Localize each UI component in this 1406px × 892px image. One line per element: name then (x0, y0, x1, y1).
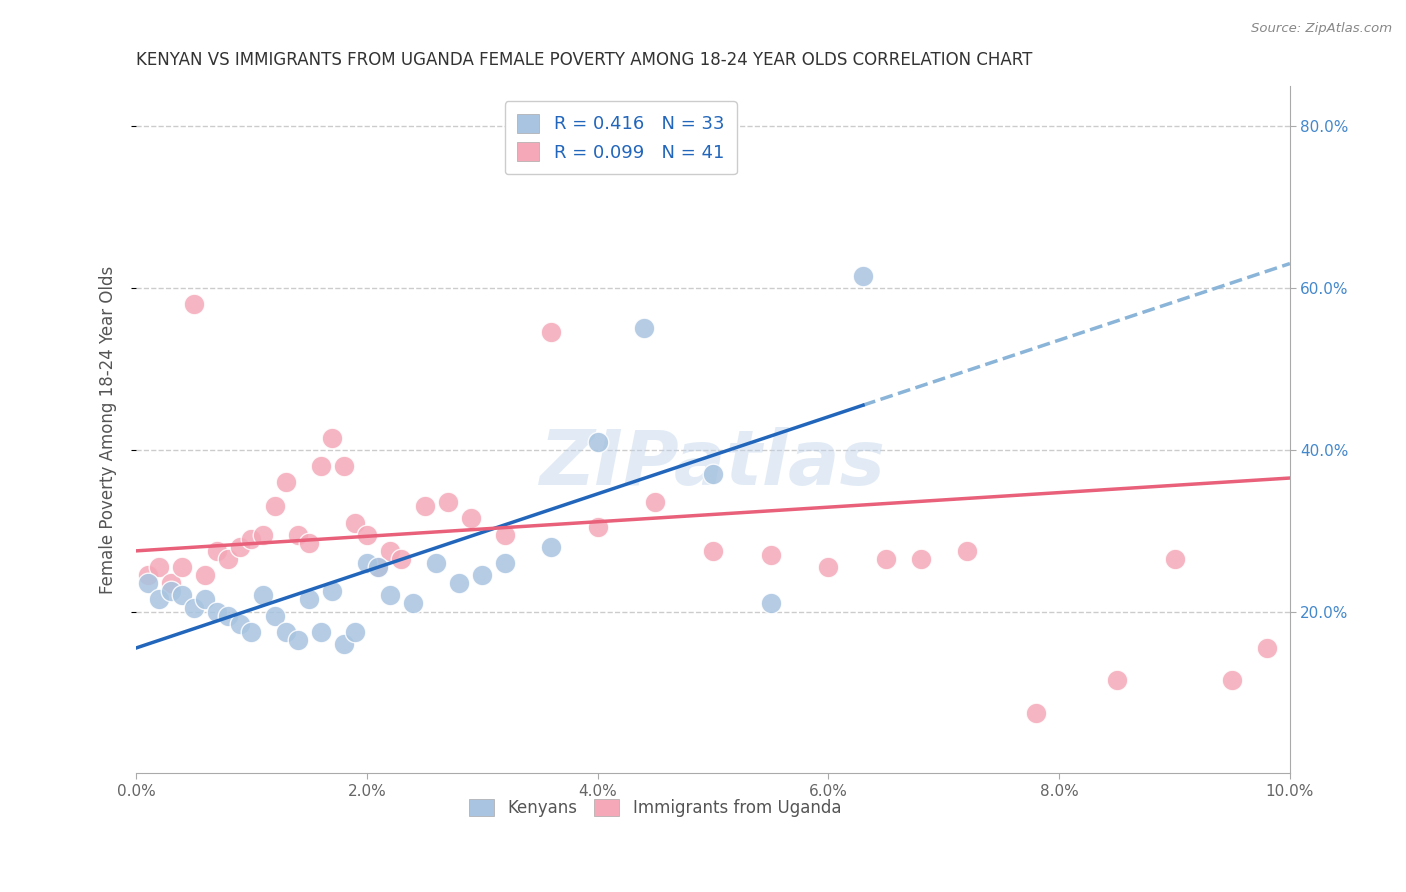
Point (217, 552, 239, 566)
Point (378, 588, 401, 602)
Point (494, 527, 516, 541)
Point (274, 624, 297, 639)
Point (136, 568, 159, 582)
Point (852, 268, 875, 283)
Point (172, 560, 194, 574)
Point (217, 608, 239, 623)
Point (817, 560, 839, 574)
Point (356, 556, 378, 570)
Point (333, 458, 356, 473)
Point (633, 321, 655, 335)
Point (702, 467, 724, 481)
Point (702, 544, 724, 558)
Point (367, 560, 389, 574)
Point (378, 544, 401, 558)
Point (205, 605, 228, 619)
Point (194, 592, 217, 607)
Point (229, 540, 252, 554)
Point (425, 556, 447, 570)
Point (309, 458, 332, 473)
Point (229, 616, 252, 631)
Point (540, 326, 562, 340)
Point (159, 584, 181, 599)
Point (252, 588, 274, 602)
Point (356, 527, 378, 541)
Point (1025, 706, 1047, 720)
Point (252, 527, 274, 541)
Text: KENYAN VS IMMIGRANTS FROM UGANDA FEMALE POVERTY AMONG 18-24 YEAR OLDS CORRELATIO: KENYAN VS IMMIGRANTS FROM UGANDA FEMALE … (136, 51, 1032, 69)
Point (321, 431, 343, 445)
Point (494, 556, 516, 570)
Point (1256, 640, 1278, 655)
Point (1220, 673, 1243, 688)
Point (298, 592, 321, 607)
Point (644, 495, 666, 509)
Point (263, 608, 285, 623)
Point (586, 434, 609, 449)
Point (240, 532, 263, 546)
Point (159, 576, 181, 591)
Point (402, 597, 425, 611)
Point (1163, 552, 1185, 566)
Point (274, 475, 297, 489)
Point (956, 544, 979, 558)
Point (759, 597, 782, 611)
Point (148, 560, 170, 574)
Point (183, 297, 205, 311)
Point (298, 535, 321, 549)
Point (391, 552, 413, 566)
Point (759, 548, 782, 562)
Point (586, 519, 609, 533)
Text: ZIPatlas: ZIPatlas (540, 427, 886, 501)
Point (875, 552, 897, 566)
Point (321, 584, 343, 599)
Point (367, 560, 389, 574)
Point (344, 516, 367, 530)
Point (287, 527, 309, 541)
Point (263, 500, 285, 514)
Point (240, 624, 263, 639)
Legend: Kenyans, Immigrants from Uganda: Kenyans, Immigrants from Uganda (463, 792, 848, 823)
Point (205, 544, 228, 558)
Point (194, 568, 217, 582)
Point (1105, 673, 1128, 688)
Point (413, 500, 436, 514)
Point (449, 576, 471, 591)
Point (910, 552, 932, 566)
Point (136, 576, 159, 591)
Point (148, 592, 170, 607)
Point (287, 632, 309, 647)
Point (460, 511, 482, 525)
Point (344, 624, 367, 639)
Point (172, 588, 194, 602)
Point (471, 568, 494, 582)
Point (436, 495, 458, 509)
Point (183, 600, 205, 615)
Point (540, 540, 562, 554)
Point (309, 624, 332, 639)
Point (333, 637, 356, 651)
Y-axis label: Female Poverty Among 18-24 Year Olds: Female Poverty Among 18-24 Year Olds (100, 265, 117, 593)
Text: Source: ZipAtlas.com: Source: ZipAtlas.com (1251, 22, 1392, 36)
